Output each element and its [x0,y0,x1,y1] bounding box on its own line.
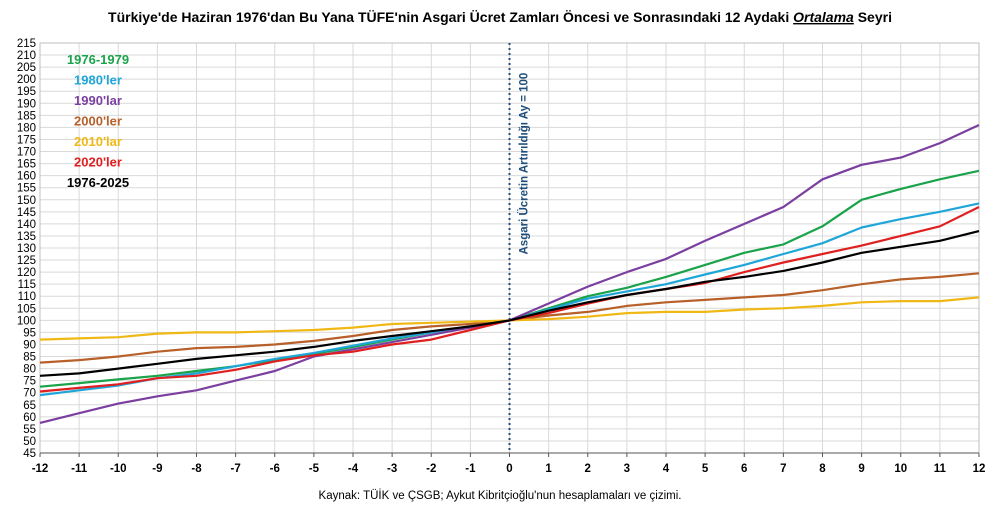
source-note: Kaynak: TÜİK ve ÇSGB; Aykut Kibritçioğlu… [319,489,682,502]
x-tick-label: 3 [624,463,630,475]
y-tick-label: 50 [23,436,36,448]
chart-title: Türkiye'de Haziran 1976'dan Bu Yana TÜFE… [108,9,892,25]
legend-entry-0: 1976-1979 [67,52,129,67]
y-tick-label: 100 [17,315,36,327]
legend-entry-4: 2010'lar [74,134,122,149]
y-tick-label: 155 [17,183,36,195]
series-lines [39,43,980,453]
x-tick-label: 12 [973,463,986,475]
x-tick-label: 2 [585,463,591,475]
axes: 4550556065707580859095100105110115120125… [17,38,986,475]
y-tick-label: 75 [23,376,36,388]
y-tick-label: 80 [23,364,36,376]
y-tick-label: 135 [17,231,36,243]
chart-title-part-1: Türkiye'de Haziran 1976'dan Bu Yana TÜFE… [108,9,793,25]
x-tick-label: 10 [894,463,907,475]
y-tick-label: 190 [17,98,36,110]
y-tick-label: 110 [18,291,36,303]
x-tick-label: -5 [309,463,320,475]
x-tick-label: -7 [231,463,241,475]
y-tick-label: 125 [17,255,36,267]
y-tick-label: 170 [17,147,36,159]
y-tick-label: 215 [17,38,36,50]
x-tick-label: -1 [465,463,476,475]
x-tick-label: -9 [152,463,162,475]
y-tick-label: 195 [17,86,36,98]
legend-entry-6: 1976-2025 [67,175,129,190]
legend-entry-3: 2000'ler [74,114,122,129]
y-tick-label: 55 [23,424,36,436]
y-tick-label: 145 [17,207,36,219]
x-tick-label: 9 [858,463,864,475]
x-tick-label: -4 [348,463,359,475]
y-tick-label: 85 [23,352,36,364]
legend: 1976-1979 1980'ler 1990'lar 2000'ler 2010'la… [67,52,129,190]
y-tick-label: 130 [17,243,36,255]
x-tick-label: -2 [426,463,436,475]
x-tick-label: 6 [741,463,747,475]
y-tick-label: 205 [17,62,36,74]
y-tick-label: 65 [23,400,36,412]
annotation-label: Asgari Ücretin Artırıldığı Ay = 100 [518,73,531,255]
x-tick-label: 8 [819,463,826,475]
y-tick-label: 185 [17,110,36,122]
y-tick-label: 200 [17,74,36,86]
x-tick-label: 7 [780,463,786,475]
y-tick-label: 180 [17,122,36,134]
y-tick-label: 150 [17,195,36,207]
legend-entry-5: 2020'ler [74,155,122,170]
y-tick-label: 105 [17,303,36,315]
y-tick-label: 120 [17,267,36,279]
chart-title-italic: Ortalama [793,9,854,25]
x-tick-label: 5 [702,463,709,475]
x-tick-label: -8 [191,463,202,475]
y-tick-label: 140 [17,219,36,231]
y-tick-label: 210 [17,50,36,62]
y-tick-label: 175 [17,134,36,146]
x-tick-label: 1 [545,463,552,475]
x-tick-label: 11 [934,463,947,475]
legend-entry-2: 1990'lar [74,93,122,108]
y-tick-label: 95 [23,327,36,339]
chart-title-part-3: Seyri [854,9,892,25]
series-line-6 [39,230,980,377]
x-tick-label: -12 [32,463,49,475]
legend-entry-1: 1980'ler [74,73,122,88]
y-tick-label: 115 [18,279,36,291]
y-tick-label: 90 [23,339,36,351]
x-tick-label: -6 [270,463,280,475]
x-tick-label: 0 [506,463,512,475]
y-tick-label: 160 [17,171,36,183]
x-tick-label: -3 [387,463,397,475]
y-tick-label: 60 [23,412,36,424]
x-tick-label: -11 [71,463,88,475]
x-tick-label: -10 [110,463,127,475]
y-tick-label: 70 [23,388,36,400]
y-tick-label: 165 [17,159,36,171]
x-tick-label: 4 [663,463,670,475]
y-tick-label: 45 [23,448,36,460]
